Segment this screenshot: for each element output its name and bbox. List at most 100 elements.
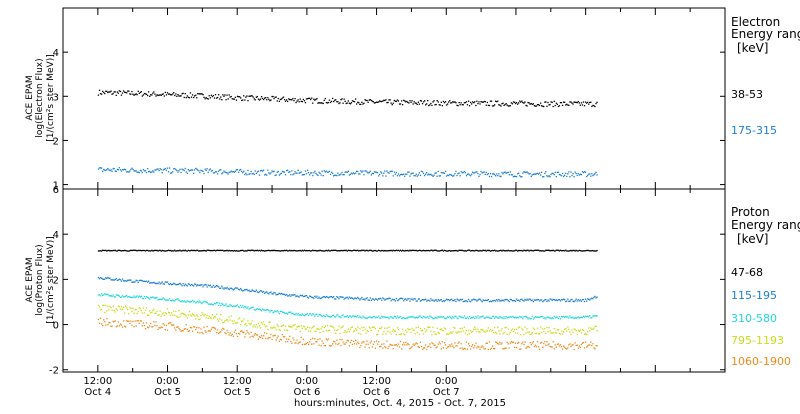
data-point (112, 92, 114, 95)
data-point (307, 97, 310, 99)
data-point (292, 97, 294, 100)
data-point (594, 348, 596, 350)
data-point (535, 173, 538, 175)
data-point (389, 343, 391, 345)
data-point (284, 100, 287, 102)
data-point (210, 303, 212, 305)
data-point (143, 280, 146, 282)
data-point (405, 329, 407, 331)
data-point (445, 250, 448, 252)
data-point (206, 286, 208, 288)
data-point (332, 296, 334, 299)
data-point (405, 341, 407, 343)
data-point (235, 287, 238, 289)
data-point (293, 173, 295, 175)
data-point (227, 320, 229, 322)
data-point (256, 308, 258, 310)
data-point (362, 341, 364, 343)
data-point (560, 102, 563, 104)
data-point (578, 174, 580, 176)
data-point (421, 317, 424, 319)
data-point (105, 277, 107, 279)
data-point (173, 324, 175, 326)
data-point (261, 97, 264, 100)
data-point (476, 330, 478, 333)
data-point (522, 318, 524, 320)
data-point (414, 102, 416, 104)
data-point (183, 328, 185, 330)
data-point (393, 344, 395, 346)
data-point (289, 99, 291, 101)
data-point (429, 174, 431, 176)
data-point (327, 338, 330, 340)
data-point (454, 327, 456, 329)
data-point (114, 279, 116, 281)
data-point (545, 344, 547, 346)
data-point (271, 293, 273, 295)
data-point (228, 305, 230, 307)
data-point (581, 250, 584, 252)
data-point (220, 313, 222, 316)
data-point (422, 101, 425, 103)
data-point (326, 102, 329, 104)
data-point (430, 102, 432, 105)
data-point (115, 308, 117, 310)
data-point (160, 315, 162, 317)
data-point (511, 174, 514, 176)
data-point (98, 306, 101, 308)
data-point (307, 343, 310, 346)
data-point (419, 100, 422, 102)
data-point (128, 313, 130, 315)
data-point (486, 342, 488, 344)
data-point (135, 279, 137, 281)
data-point (454, 101, 456, 103)
data-point (484, 173, 486, 175)
data-point (524, 341, 526, 343)
data-point (224, 304, 226, 306)
y-tick-label: -2 (49, 366, 59, 377)
data-point (384, 249, 386, 252)
data-point (150, 171, 152, 174)
data-point (381, 100, 383, 103)
data-point (318, 102, 320, 104)
data-point (135, 325, 137, 327)
data-point (243, 307, 245, 309)
data-point (111, 325, 113, 327)
data-point (224, 94, 226, 96)
data-point (210, 317, 212, 319)
data-point (512, 330, 515, 333)
data-point (462, 348, 464, 351)
data-point (379, 298, 381, 300)
data-point (405, 173, 407, 175)
data-point (117, 294, 119, 297)
data-point (220, 249, 222, 251)
data-point (419, 300, 422, 302)
data-point (491, 300, 494, 302)
data-point (525, 315, 527, 318)
data-point (180, 250, 182, 252)
data-point (372, 173, 374, 175)
data-point (566, 175, 568, 178)
data-point (536, 249, 539, 251)
data-point (134, 296, 136, 299)
data-point (228, 171, 230, 174)
data-point (187, 249, 189, 251)
data-point (223, 170, 225, 172)
data-point (489, 317, 492, 319)
y-tick-label: 4 (53, 230, 59, 241)
data-point (173, 282, 175, 284)
data-point (252, 290, 254, 292)
data-point (380, 327, 382, 330)
data-point (556, 103, 558, 105)
data-point (121, 92, 124, 94)
data-point (196, 314, 198, 316)
data-point (234, 96, 237, 98)
data-point (350, 326, 353, 329)
data-point (124, 325, 126, 327)
data-point (586, 175, 588, 178)
data-point (243, 170, 245, 173)
data-point (102, 170, 104, 172)
data-point (105, 293, 107, 295)
data-point (239, 333, 241, 335)
data-point (433, 100, 435, 102)
